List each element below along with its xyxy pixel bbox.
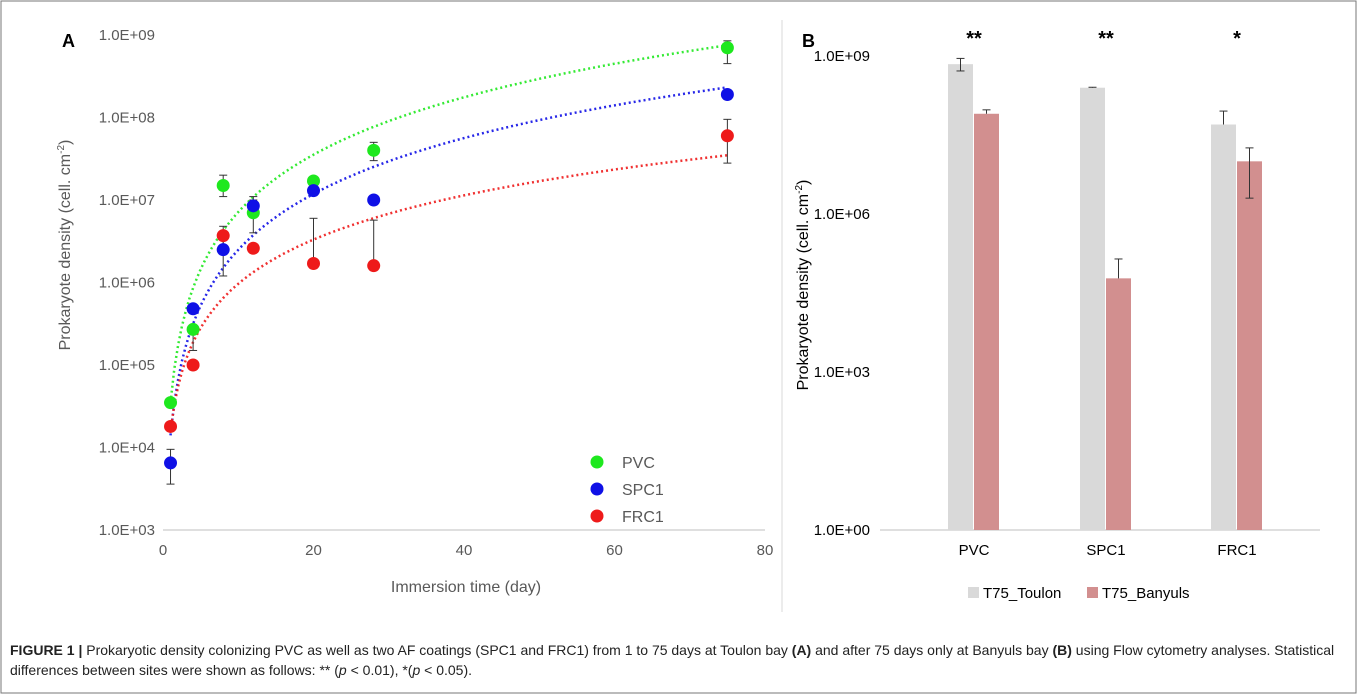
panel-a-point-pvc bbox=[367, 143, 381, 157]
panel-b-legend-swatch-toulon bbox=[968, 587, 979, 598]
panel-a-point-spc1 bbox=[307, 184, 320, 198]
panel-a-legend-marker-pvc bbox=[590, 455, 604, 469]
panel-b-y-axis-title: Prokaryote density (cell. cm-2) bbox=[794, 180, 812, 391]
panel-a-point-pvc bbox=[216, 178, 230, 192]
panel-a-point-spc1 bbox=[164, 456, 178, 470]
panel-a-y-tick-label: 1.0E+06 bbox=[99, 275, 155, 292]
panel-a-y-tick-label: 1.0E+07 bbox=[99, 192, 155, 209]
panel-a-x-axis-title: Immersion time (day) bbox=[391, 579, 541, 596]
panel-a-trendlines bbox=[169, 44, 728, 436]
panel-a-x-tick-label: 60 bbox=[606, 542, 623, 559]
panel-a-point-frc1 bbox=[216, 229, 230, 243]
panel-b-significance: ** ** * bbox=[966, 28, 1241, 50]
panel-a-legend: PVC SPC1 FRC1 bbox=[590, 455, 664, 526]
caption-ref-b: (B) bbox=[1052, 642, 1072, 658]
caption-label: FIGURE 1 | bbox=[10, 642, 83, 658]
caption-p-symbol-1: p bbox=[338, 662, 347, 678]
panel-a-point-pvc bbox=[720, 41, 734, 55]
panel-b-bar-t75_banyuls bbox=[1237, 161, 1262, 531]
panel-a-trendline-spc1 bbox=[169, 86, 728, 436]
panel-a-point-frc1 bbox=[164, 419, 178, 433]
panel-a-point-frc1 bbox=[246, 241, 260, 255]
panel-a-point-pvc bbox=[186, 322, 200, 336]
panel-b: B 1.0E+00 1.0E+03 1.0E+06 1.0E+09 PVC SPC1 FRC… bbox=[794, 28, 1320, 602]
panel-a-legend-marker-frc1 bbox=[590, 509, 604, 523]
panel-a-points bbox=[164, 41, 734, 470]
panel-a-point-spc1 bbox=[186, 302, 200, 316]
panel-a-x-tick-label: 80 bbox=[757, 542, 774, 559]
panel-b-tick-labels: 1.0E+00 1.0E+03 1.0E+06 1.0E+09 PVC SPC1 FRC1 bbox=[814, 48, 1257, 559]
panel-a-tick-labels: 1.0E+03 1.0E+04 1.0E+05 1.0E+06 1.0E+07 1.0E+… bbox=[99, 27, 774, 559]
panel-b-bar-t75_banyuls bbox=[974, 113, 999, 530]
panel-a-legend-marker-spc1 bbox=[590, 482, 604, 496]
panel-a-y-tick-label: 1.0E+09 bbox=[99, 27, 155, 44]
caption-text-4: < 0.01), *( bbox=[346, 662, 413, 678]
panel-a-point-frc1 bbox=[720, 129, 734, 143]
caption-text-2: and after 75 days only at Banyuls bay bbox=[811, 642, 1053, 658]
caption-p-symbol-2: p bbox=[412, 662, 421, 678]
panel-b-y-tick-label: 1.0E+03 bbox=[814, 364, 870, 381]
panel-a-y-tick-label: 1.0E+04 bbox=[99, 440, 155, 457]
panel-a: A 1.0E+031.0E+041.0E+051.0E+061.0E+071.0… bbox=[56, 27, 773, 596]
caption-ref-a: (A) bbox=[791, 642, 812, 658]
panel-a-legend-label: FRC1 bbox=[622, 509, 664, 526]
panel-a-y-tick-label: 1.0E+03 bbox=[99, 522, 155, 539]
panel-a-letter: A bbox=[62, 31, 75, 51]
panel-a-trendline-frc1 bbox=[169, 154, 728, 431]
figure-caption: FIGURE 1 | Prokaryotic density colonizin… bbox=[10, 640, 1345, 680]
caption-text-5: < 0.05). bbox=[420, 662, 473, 678]
panel-a-point-spc1 bbox=[367, 193, 381, 207]
panel-a-point-frc1 bbox=[307, 256, 320, 270]
panel-a-x-tick-label: 20 bbox=[305, 542, 322, 559]
panel-b-category-label: PVC bbox=[959, 542, 990, 559]
panel-a-point-spc1 bbox=[720, 88, 734, 102]
panel-b-significance-marker: * bbox=[1233, 28, 1241, 50]
panel-a-point-frc1 bbox=[186, 358, 200, 372]
panel-b-bar-t75_toulon bbox=[1211, 124, 1236, 531]
panel-b-significance-marker: ** bbox=[966, 28, 982, 50]
panel-b-significance-marker: ** bbox=[1098, 28, 1114, 50]
panel-b-y-tick-label: 1.0E+00 bbox=[814, 522, 870, 539]
panel-b-bar-t75_toulon bbox=[948, 64, 973, 530]
panel-b-legend: T75_Toulon T75_Banyuls bbox=[968, 585, 1190, 602]
panel-b-bars bbox=[948, 64, 1262, 531]
panel-b-error-bars bbox=[956, 57, 1254, 279]
panel-a-y-tick-label: 1.0E+08 bbox=[99, 110, 155, 127]
panel-a-x-tick-label: 40 bbox=[456, 542, 473, 559]
panel-b-legend-label: T75_Toulon bbox=[983, 585, 1061, 602]
panel-b-category-label: FRC1 bbox=[1217, 542, 1256, 559]
panel-a-legend-label: SPC1 bbox=[622, 482, 664, 499]
panel-a-point-spc1 bbox=[216, 243, 230, 257]
panel-a-y-tick-label: 1.0E+05 bbox=[99, 357, 155, 374]
caption-text-3: using Flow cytometry analyses. Statistic… bbox=[10, 642, 1335, 678]
panel-b-legend-swatch-banyuls bbox=[1087, 587, 1098, 598]
panel-b-category-label: SPC1 bbox=[1086, 542, 1125, 559]
panel-a-point-frc1 bbox=[367, 259, 381, 273]
panel-b-bar-t75_banyuls bbox=[1106, 278, 1131, 530]
panel-b-y-tick-label: 1.0E+06 bbox=[814, 206, 870, 223]
panel-a-point-pvc bbox=[307, 174, 320, 188]
panel-a-point-spc1 bbox=[246, 199, 260, 213]
panel-a-x-tick-label: 0 bbox=[159, 542, 167, 559]
panel-a-trendline-pvc bbox=[169, 44, 728, 403]
panel-b-letter: B bbox=[802, 31, 815, 51]
panel-b-bar-t75_toulon bbox=[1080, 87, 1105, 530]
panel-b-y-tick-label: 1.0E+09 bbox=[814, 48, 870, 65]
panel-b-legend-label: T75_Banyuls bbox=[1102, 585, 1190, 602]
panel-a-point-pvc bbox=[164, 396, 178, 410]
caption-text-1: Prokaryotic density colonizing PVC as we… bbox=[82, 642, 792, 658]
panel-a-legend-label: PVC bbox=[622, 455, 655, 472]
panel-a-y-axis-title: Prokaryote density (cell. cm-2) bbox=[56, 140, 74, 351]
